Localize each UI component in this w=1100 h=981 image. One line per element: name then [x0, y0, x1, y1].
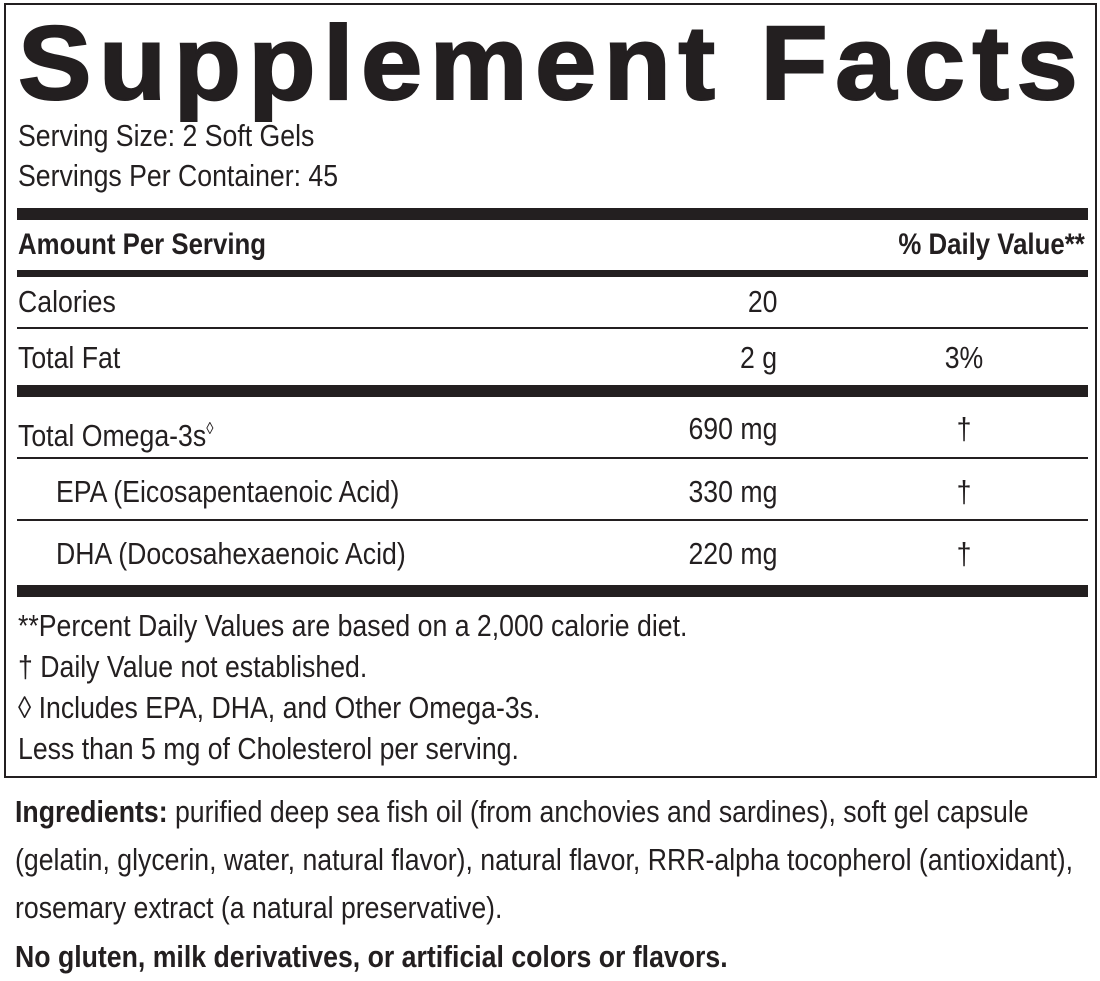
nutrient-amount: 2 g: [739, 340, 777, 375]
nutrient-row-total-fat: Total Fat 2 g 3%: [6, 338, 1095, 378]
nutrient-label: Total Omega-3s◊: [18, 409, 213, 456]
column-header-row: Amount Per Serving % Daily Value**: [6, 225, 1095, 265]
ingredients-text: purified deep sea fish oil (from anchovi…: [15, 794, 1074, 925]
medium-divider: [17, 270, 1088, 277]
dagger-icon: †: [956, 474, 972, 509]
nutrient-amount: 690 mg: [688, 411, 777, 446]
nutrient-row-calories: Calories 20: [6, 282, 1095, 322]
nutrient-label: DHA (Docosahexaenoic Acid): [56, 536, 406, 571]
footnote-cholesterol: Less than 5 mg of Cholesterol per servin…: [18, 731, 519, 766]
daily-value-label: % Daily Value**: [898, 228, 1085, 261]
ingredients-statement: Ingredients: purified deep sea fish oil …: [15, 788, 1085, 932]
thin-divider: [17, 327, 1088, 329]
ingredients-label: Ingredients:: [15, 794, 168, 829]
allergen-disclaimer: No gluten, milk derivatives, or artifici…: [15, 939, 728, 974]
thick-divider: [17, 585, 1088, 597]
thick-divider: [17, 208, 1088, 220]
dagger-icon: †: [956, 536, 972, 571]
diamond-marker-icon: ◊: [206, 419, 214, 438]
nutrient-row-epa: EPA (Eicosapentaenoic Acid) 330 mg †: [6, 472, 1095, 512]
dagger-icon: †: [956, 411, 972, 446]
amount-per-serving-label: Amount Per Serving: [18, 228, 267, 261]
serving-size: Serving Size: 2 Soft Gels: [18, 118, 315, 153]
thin-divider: [17, 457, 1088, 459]
nutrient-dv: 3%: [944, 340, 984, 375]
nutrient-amount: 220 mg: [688, 536, 777, 571]
nutrient-amount: 20: [747, 284, 777, 319]
nutrient-label: Calories: [18, 284, 116, 319]
nutrient-row-dha: DHA (Docosahexaenoic Acid) 220 mg †: [6, 534, 1095, 574]
footnote-daily-values: **Percent Daily Values are based on a 2,…: [18, 608, 688, 643]
nutrient-row-total-omega-3s: Total Omega-3s◊ 690 mg †: [6, 409, 1095, 453]
nutrient-label: Total Fat: [18, 340, 121, 375]
thick-divider: [17, 385, 1088, 397]
footnote-dagger: † Daily Value not established.: [18, 649, 368, 684]
thin-divider: [17, 519, 1088, 521]
nutrient-label: EPA (Eicosapentaenoic Acid): [56, 474, 400, 509]
panel-title: Supplement Facts: [17, 4, 1086, 123]
footnote-diamond: ◊ Includes EPA, DHA, and Other Omega-3s.: [18, 690, 541, 725]
supplement-facts-panel: Supplement Facts Serving Size: 2 Soft Ge…: [4, 3, 1097, 778]
nutrient-amount: 330 mg: [688, 474, 777, 509]
nutrient-label-text: Total Omega-3s: [18, 418, 207, 453]
servings-per-container: Servings Per Container: 45: [18, 158, 339, 193]
